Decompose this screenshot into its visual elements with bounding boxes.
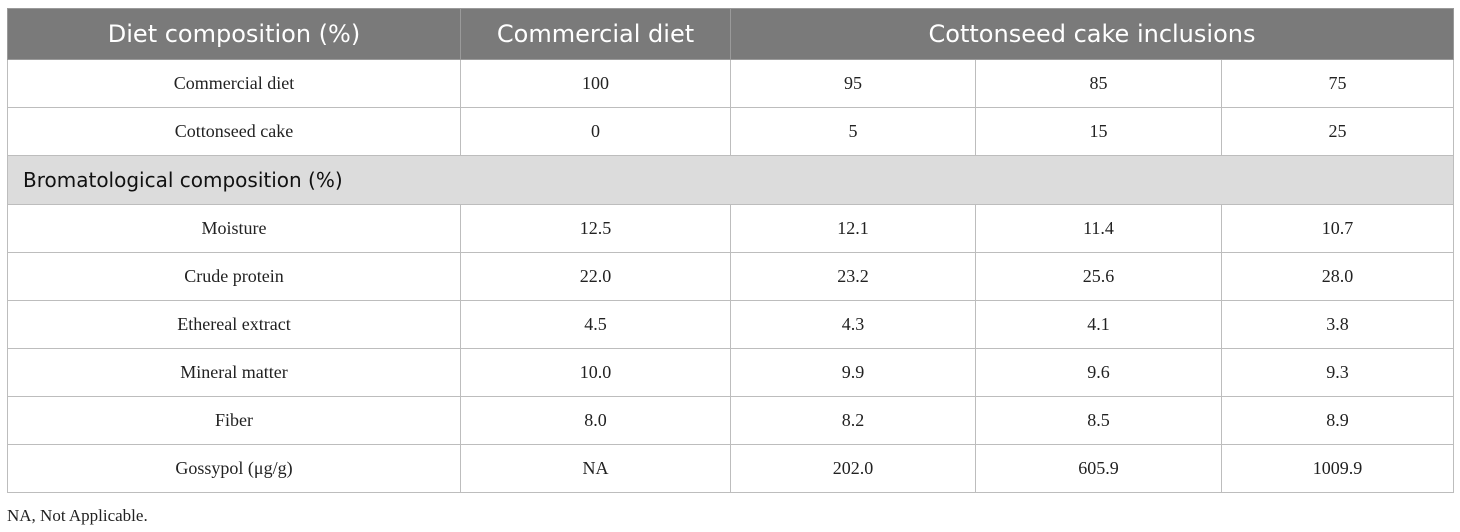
table-cell: 23.2 (730, 252, 976, 301)
table-cell: 95 (730, 59, 976, 108)
footnote: NA, Not Applicable. (7, 506, 148, 525)
diet-composition-table: Diet composition (%) Commercial diet Cot… (6, 8, 1455, 493)
row-label: Moisture (7, 204, 461, 253)
table-cell: 4.5 (460, 300, 731, 349)
table-cell: 0 (460, 107, 731, 156)
table-body: Commercial diet 100 95 85 75 Cottonseed … (6, 59, 1455, 493)
table-row: Crude protein 22.0 23.2 25.6 28.0 (7, 252, 1455, 301)
table-cell: 9.9 (730, 348, 976, 397)
table-cell: 12.1 (730, 204, 976, 253)
table-cell: 10.7 (1220, 204, 1455, 253)
table-row: Ethereal extract 4.5 4.3 4.1 3.8 (7, 300, 1455, 349)
table-cell: 4.3 (730, 300, 976, 349)
table-cell: 100 (460, 59, 731, 108)
table-cell: 85 (975, 59, 1222, 108)
header-diet-composition: Diet composition (%) (7, 8, 461, 60)
table-cell: 12.5 (460, 204, 731, 253)
row-label: Mineral matter (7, 348, 461, 397)
table-cell: 15 (975, 107, 1222, 156)
table-cell: 28.0 (1220, 252, 1455, 301)
table-cell: 5 (730, 107, 976, 156)
table-cell: 8.9 (1220, 396, 1455, 445)
row-label: Fiber (7, 396, 461, 445)
row-label: Cottonseed cake (7, 107, 461, 156)
table-row: Mineral matter 10.0 9.9 9.6 9.3 (7, 348, 1455, 397)
table-cell: NA (460, 444, 731, 493)
table-cell: 10.0 (460, 348, 731, 397)
table-cell: 8.5 (975, 396, 1222, 445)
table-cell: 3.8 (1220, 300, 1455, 349)
table-cell: 75 (1220, 59, 1455, 108)
table-container: Diet composition (%) Commercial diet Cot… (6, 8, 1455, 493)
table-row: Moisture 12.5 12.1 11.4 10.7 (7, 204, 1455, 253)
table-cell: 4.1 (975, 300, 1222, 349)
table-header: Diet composition (%) Commercial diet Cot… (7, 8, 1455, 60)
table-cell: 8.0 (460, 396, 731, 445)
table-row: Commercial diet 100 95 85 75 (7, 59, 1455, 108)
table-cell: 9.3 (1220, 348, 1455, 397)
table-cell: 11.4 (975, 204, 1222, 253)
header-cottonseed-inclusions: Cottonseed cake inclusions (729, 8, 1455, 60)
table-row: Cottonseed cake 0 5 15 25 (7, 107, 1455, 156)
table-row: Fiber 8.0 8.2 8.5 8.9 (7, 396, 1455, 445)
table-row: Gossypol (μg/g) NA 202.0 605.9 1009.9 (7, 444, 1455, 493)
table-cell: 202.0 (730, 444, 976, 493)
table-cell: 1009.9 (1220, 444, 1455, 493)
row-label: Ethereal extract (7, 300, 461, 349)
section-row: Bromatological composition (%) (6, 155, 1455, 205)
row-label: Gossypol (μg/g) (7, 444, 461, 493)
row-label: Crude protein (7, 252, 461, 301)
table-cell: 25.6 (975, 252, 1222, 301)
table-cell: 8.2 (730, 396, 976, 445)
table-cell: 25 (1220, 107, 1455, 156)
table-cell: 22.0 (460, 252, 731, 301)
row-label: Commercial diet (7, 59, 461, 108)
table-cell: 9.6 (975, 348, 1222, 397)
section-label: Bromatological composition (%) (6, 155, 1455, 205)
table-cell: 605.9 (975, 444, 1222, 493)
header-commercial-diet: Commercial diet (460, 8, 731, 60)
